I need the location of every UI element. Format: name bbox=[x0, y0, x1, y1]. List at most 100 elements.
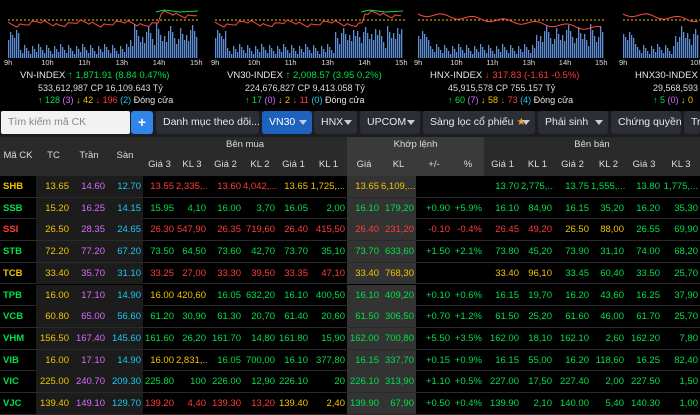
cell-sym[interactable]: TCB bbox=[3, 267, 23, 279]
volume-bar bbox=[572, 37, 574, 58]
cell-sym[interactable]: STB bbox=[3, 246, 22, 258]
volume-bar bbox=[293, 48, 295, 58]
index-panel[interactable]: 9h 10h 11h 13h 14h 15h VN30-INDEX ↑ 2,008.57 (… bbox=[207, 0, 408, 111]
volume-bar bbox=[631, 35, 633, 58]
table-row[interactable]: SSI 26.50 28.35 24.65 26.30 547,90 26.35 719,60… bbox=[0, 219, 700, 242]
tab-vn30[interactable]: VN30 bbox=[262, 111, 312, 134]
table-row[interactable]: SSB 15.20 16.25 14.15 15.95 4,10 16.00 3,70 16.0… bbox=[0, 197, 700, 220]
search-input[interactable]: Tìm kiếm mã CK bbox=[1, 111, 130, 134]
cell-sym[interactable]: VCB bbox=[3, 311, 24, 323]
cell-sp2: 61.60 bbox=[565, 311, 589, 323]
cell-pct: +0.4% bbox=[454, 398, 482, 409]
volume-bar bbox=[653, 49, 655, 58]
cell-sym[interactable]: TPB bbox=[3, 289, 22, 301]
volume-bar bbox=[54, 46, 56, 58]
cell-sym[interactable]: SHB bbox=[3, 181, 24, 192]
volume-bar bbox=[446, 48, 448, 58]
volume-bar bbox=[600, 26, 602, 58]
cell-tran: 16.25 bbox=[71, 197, 107, 219]
add-button[interactable]: + bbox=[131, 111, 153, 134]
table-row[interactable]: VIC 225.00 240.70 209.30 225.80 100 226.00 12,9… bbox=[0, 371, 700, 393]
time-label: 14h bbox=[152, 58, 166, 67]
tab-hnx[interactable]: HNX bbox=[314, 111, 357, 134]
watchlist-dropdown[interactable]: Danh mục theo dõi... bbox=[156, 111, 260, 134]
volume-bar bbox=[243, 50, 245, 58]
cell-sym[interactable]: VHM bbox=[3, 332, 25, 344]
volume-bar bbox=[532, 45, 534, 58]
cell-sym[interactable]: SSB bbox=[3, 202, 23, 214]
cell-mv: 231,20 bbox=[381, 219, 416, 241]
volume-bar bbox=[494, 54, 496, 58]
cell-mp: 26.40 bbox=[347, 219, 381, 241]
cell-sym[interactable]: VIB bbox=[3, 354, 19, 366]
table-row[interactable]: STB 72.20 77.20 67.20 73.50 64,50 73.60 42,70 73… bbox=[0, 241, 700, 263]
volume-bar bbox=[681, 26, 683, 58]
index-summary: HNX30-INDEX ↓ bbox=[635, 70, 700, 81]
cell-mp: 16.10 bbox=[347, 284, 381, 306]
index-summary: VN30-INDEX ↑ 2,008.57 (3.95 0.2%) bbox=[227, 70, 382, 81]
volume-bar bbox=[659, 47, 661, 58]
volume-bar bbox=[349, 35, 351, 58]
table-row[interactable]: TPB 16.00 17.10 14.90 16.00 420,60 16.05 632,20… bbox=[0, 284, 700, 307]
volume-bar bbox=[92, 48, 94, 58]
cell-sym[interactable]: VIC bbox=[3, 376, 19, 388]
table-row[interactable]: VJC 139.40 149.10 129.70 139.20 4,40 139.30 13,… bbox=[0, 393, 700, 415]
index-panel[interactable]: 9h 10h HNX30-INDEX ↓ 29,568,593 ↑ 5 (0) ↓ … bbox=[615, 0, 700, 111]
cell-bp1: 73.70 bbox=[284, 246, 308, 258]
volume-bar bbox=[327, 44, 329, 58]
volume-bar bbox=[295, 51, 297, 58]
stock-filter-button[interactable]: Sàng lọc cổ phiếu ★ bbox=[423, 111, 535, 134]
table-row[interactable]: TCB 33.40 35.70 31.10 33.25 27,00 33.30 39,50 33… bbox=[0, 262, 700, 285]
volume-bar bbox=[88, 53, 90, 58]
cell-sym[interactable]: VJC bbox=[3, 398, 22, 409]
volume-bar bbox=[536, 35, 538, 58]
index-name: HNX-INDEX bbox=[430, 70, 483, 81]
volume-bar bbox=[502, 44, 504, 58]
volume-bar bbox=[486, 53, 488, 58]
volume-bar bbox=[287, 50, 289, 58]
table-row[interactable]: VIB 16.00 17.10 14.90 16.00 2,831,... 16.05 700… bbox=[0, 349, 700, 372]
volume-bar bbox=[482, 47, 484, 58]
volume-bar bbox=[60, 44, 62, 58]
volume-bar bbox=[178, 39, 180, 58]
table-row[interactable]: VHM 156.50 167.40 145.60 161.60 26,20 161.70 14… bbox=[0, 327, 700, 350]
table-row[interactable]: VCB 60.80 65.00 56.60 61.20 30,90 61.30 20,70 61… bbox=[0, 306, 700, 328]
volume-bar bbox=[34, 49, 36, 58]
cell-pct: +1.2% bbox=[454, 311, 482, 323]
tab-derivatives[interactable]: Phái sinh bbox=[538, 111, 608, 134]
col-ref: TC bbox=[47, 150, 60, 161]
volume-bar bbox=[663, 53, 665, 58]
cell-chg: +1.50 bbox=[425, 246, 450, 258]
cell-mv: 337,70 bbox=[381, 349, 416, 371]
tab-upcom[interactable]: UPCOM bbox=[360, 111, 420, 134]
time-label: 11h bbox=[78, 58, 91, 67]
cell-mp: 13.65 bbox=[347, 176, 381, 197]
tab-more[interactable]: Tr bbox=[684, 111, 700, 134]
volume-bar bbox=[74, 54, 76, 58]
table-row[interactable]: SHB 13.65 14.60 12.70 13.55 2,335,... 13.60 4,0… bbox=[0, 176, 700, 198]
cell-sv2: 88,00 bbox=[600, 224, 624, 236]
volume-bar bbox=[484, 50, 486, 58]
volume-bar bbox=[261, 44, 263, 58]
ceiling-count: (0) bbox=[667, 95, 679, 105]
col-bid-price-2: Giá 2 bbox=[214, 159, 237, 170]
cell-sp2: 73.90 bbox=[565, 246, 589, 258]
volume-bar bbox=[265, 50, 267, 58]
time-label: 11h bbox=[486, 58, 499, 67]
volume-bar bbox=[275, 54, 277, 58]
volume-bar bbox=[544, 31, 546, 58]
cell-sp3: 13.80 bbox=[636, 181, 660, 192]
cell-mv: 768,30 bbox=[381, 262, 416, 284]
tab-warrants[interactable]: Chứng quyền bbox=[611, 111, 682, 134]
cell-sym[interactable]: SSI bbox=[3, 224, 19, 236]
index-panel[interactable]: 9h 10h 11h 13h 14h 15h HNX-INDEX ↓ 317.83 (-1.… bbox=[410, 0, 608, 111]
cell-bv3: 2,335,... bbox=[176, 181, 208, 192]
volume-bar bbox=[267, 53, 269, 58]
index-panel[interactable]: 9h 10h 11h 13h 14h 15h VN-INDEX ↑ 1,871.91 (8.… bbox=[0, 0, 203, 111]
volume-bar bbox=[428, 40, 430, 58]
cell-san: 12.70 bbox=[107, 176, 143, 197]
decliners: ↓ 196 bbox=[95, 95, 118, 105]
cell-sv2: 5,40 bbox=[605, 398, 625, 409]
trade-value: 9,413.058 bbox=[312, 83, 353, 93]
chevron-down-icon bbox=[522, 120, 530, 125]
